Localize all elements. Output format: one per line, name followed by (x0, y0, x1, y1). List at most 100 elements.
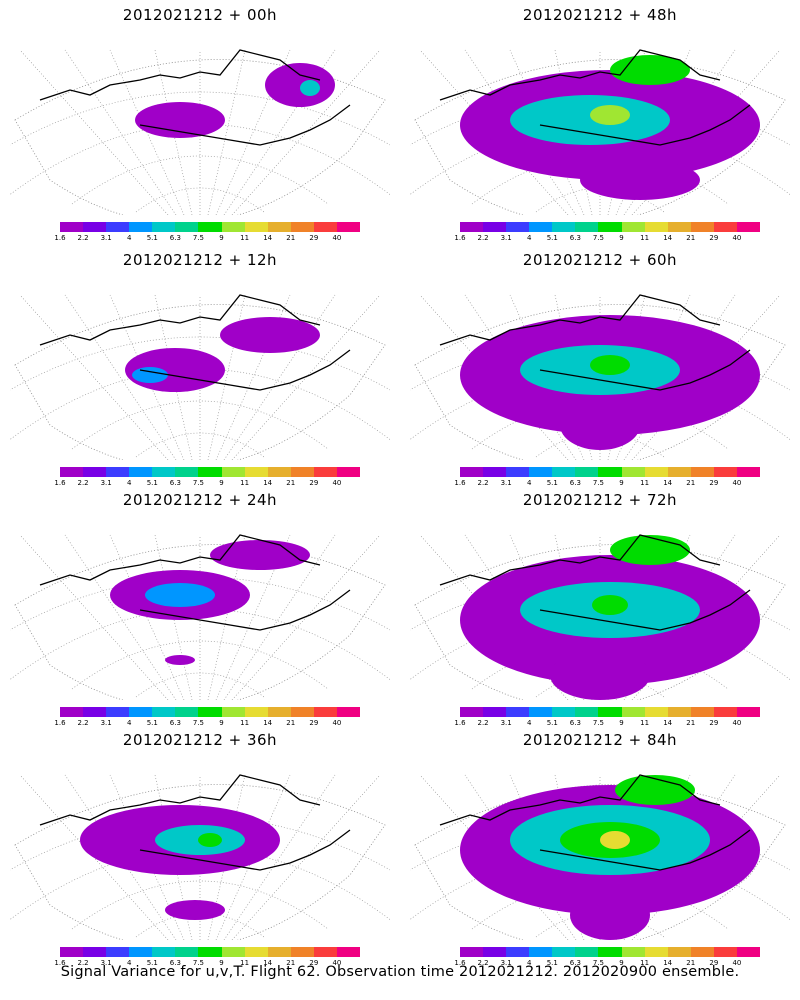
colorbar-tick-label: 5.1 (146, 719, 158, 727)
colorbar-swatch (736, 467, 761, 477)
colorbar-swatch (221, 947, 245, 957)
colorbar-swatch (621, 707, 645, 717)
colorbar-swatch (736, 707, 761, 717)
colorbar-swatch (552, 707, 576, 717)
colorbar-swatch (129, 467, 153, 477)
longitude-line (419, 774, 569, 940)
map-panel: 2012021212 + 24h 1.6 2.2 3.1 4 5.1 6.3 7.5 9 11 14… (0, 485, 400, 730)
variance-contour (165, 655, 195, 665)
colorbar-swatch (152, 947, 176, 957)
colorbar-swatch (60, 947, 84, 957)
colorbar-tick-label: 14 (263, 959, 273, 967)
colorbar-tick-label: 1.6 (54, 719, 66, 727)
colorbar-tick-label: 4 (526, 959, 532, 967)
longitude-line (223, 774, 336, 940)
colorbar-tick-label: 40 (332, 719, 342, 727)
colorbar-tick-label: 40 (732, 479, 742, 487)
colorbar-swatch (267, 467, 291, 477)
colorbar-tick-label: 5.1 (146, 234, 158, 242)
colorbar-swatch (529, 222, 553, 232)
latitude-line (10, 91, 390, 146)
colorbar-tick-label: 9 (619, 479, 624, 487)
colorbar-swatch (598, 222, 622, 232)
colorbar-tick-label: 9 (219, 479, 224, 487)
longitude-line (19, 534, 169, 700)
colorbar-tick-label: 4 (126, 234, 132, 242)
variance-contour (550, 650, 650, 700)
colorbar-swatch (198, 707, 222, 717)
longitude-line (207, 294, 246, 460)
colorbar-swatch (313, 947, 337, 957)
longitude-line (419, 294, 569, 460)
colorbar-swatch (690, 707, 714, 717)
longitude-line (19, 294, 169, 460)
colorbar-swatch (175, 222, 199, 232)
colorbar-swatch (621, 947, 645, 957)
colorbar-labels: 1.6 2.2 3.1 4 5.1 6.3 7.5 9 11 14 21 29 40 (54, 719, 360, 731)
colorbar-swatch (83, 707, 107, 717)
colorbar-swatch (198, 467, 222, 477)
colorbar-tick-label: 21 (686, 719, 696, 727)
colorbar-tick-label: 3.1 (500, 719, 512, 727)
colorbar-swatch (529, 947, 553, 957)
coastline (439, 49, 751, 146)
latitude-line (471, 400, 729, 450)
colorbar-swatch (106, 222, 130, 232)
colorbar-swatch (736, 947, 761, 957)
colorbar-swatch (575, 707, 599, 717)
colorbar-tick-label: 21 (686, 959, 696, 967)
colorbar-swatch (129, 947, 153, 957)
colorbar-tick-label: 40 (332, 234, 342, 242)
colorbar-tick-label: 40 (732, 959, 742, 967)
panel-title: 2012021212 + 60h (522, 251, 678, 269)
colorbar-swatch (83, 467, 107, 477)
colorbar-tick-label: 3.1 (100, 234, 112, 242)
colorbar-tick-label: 7.5 (192, 234, 205, 242)
variance-contour (210, 540, 310, 570)
latitude-line (10, 848, 390, 920)
colorbar (60, 947, 361, 957)
colorbar-tick-label: 14 (663, 719, 673, 727)
colorbar-tick-label: 21 (286, 234, 296, 242)
longitude-line (64, 534, 177, 700)
map-panel: 2012021212 + 00h 1.6 2.2 3.1 4 5.1 6.3 7.5 9 11 14… (0, 0, 400, 245)
latitude-line (10, 368, 390, 440)
colorbar-swatch (713, 707, 737, 717)
colorbar-swatch (483, 467, 507, 477)
variance-contour (145, 583, 215, 607)
colorbar (460, 947, 761, 957)
latitude-line (71, 155, 329, 205)
colorbar-swatch (175, 707, 199, 717)
colorbar-tick-label: 9 (219, 959, 224, 967)
longitude-line (231, 294, 381, 460)
colorbar-swatch (506, 222, 530, 232)
colorbar-swatch (713, 947, 737, 957)
colorbar-tick-label: 29 (309, 479, 319, 487)
colorbar (60, 707, 361, 717)
colorbar-tick-label: 3.1 (500, 479, 512, 487)
colorbar-swatch (106, 707, 130, 717)
map-boundary (14, 544, 386, 700)
panel-title: 2012021212 + 84h (522, 731, 678, 749)
colorbar-labels: 1.6 2.2 3.1 4 5.1 6.3 7.5 9 11 14 21 29 40 (54, 234, 360, 246)
coastline (439, 534, 751, 631)
colorbar-tick-label: 9 (619, 719, 624, 727)
figure-caption: Signal Variance for u,v,T. Flight 62. Ob… (60, 964, 740, 980)
latitude-line (471, 880, 729, 930)
colorbar-tick-label: 9 (219, 234, 224, 242)
colorbar-tick-label: 29 (709, 234, 719, 242)
colorbar-tick-label: 21 (286, 959, 296, 967)
colorbar-tick-label: 7.5 (592, 719, 605, 727)
colorbar-tick-label: 11 (240, 234, 250, 242)
latitude-line (410, 123, 790, 195)
colorbar-swatch (106, 947, 130, 957)
latitude-line (10, 123, 390, 195)
colorbar-tick-label: 5.1 (546, 719, 558, 727)
longitude-line (207, 49, 246, 215)
latitude-line (135, 187, 265, 213)
colorbar-swatch (290, 707, 314, 717)
colorbar-swatch (736, 222, 761, 232)
latitude-line (410, 91, 790, 146)
colorbar-swatch (244, 707, 268, 717)
colorbar-swatch (198, 222, 222, 232)
